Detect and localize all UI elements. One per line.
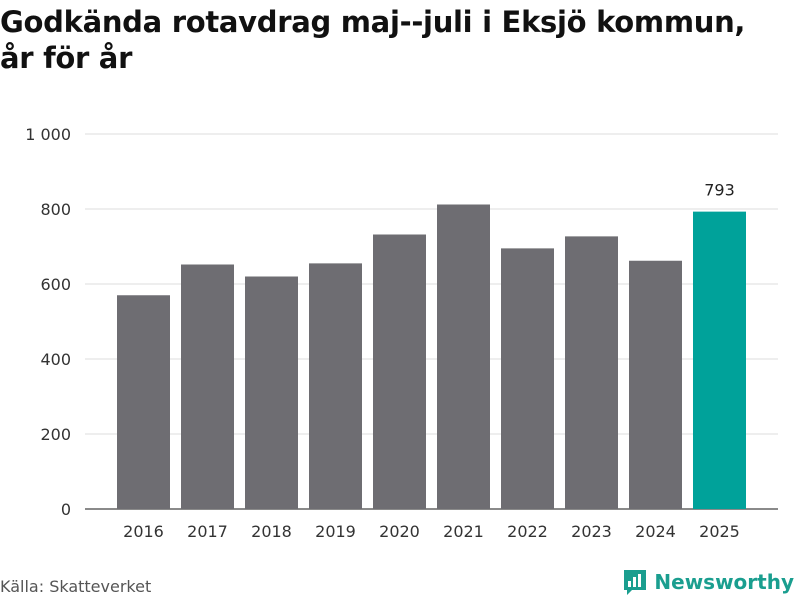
x-tick-label: 2016 [123, 522, 164, 541]
x-tick-label: 2024 [635, 522, 676, 541]
chart-title: Godkända rotavdrag maj--juli i Eksjö kom… [0, 4, 790, 76]
y-tick-label: 400 [40, 350, 71, 369]
bar-2023 [565, 236, 618, 509]
bar-2021 [437, 204, 490, 509]
bar-2019 [309, 263, 362, 509]
x-tick-label: 2018 [251, 522, 292, 541]
y-tick-label: 800 [40, 200, 71, 219]
bars [117, 204, 746, 509]
x-tick-label: 2017 [187, 522, 228, 541]
y-tick-label: 200 [40, 425, 71, 444]
bar-2022 [501, 248, 554, 509]
source-note: Källa: Skatteverket [0, 577, 152, 596]
chart-title-line-2: år för år [0, 41, 133, 75]
x-tick-label: 2023 [571, 522, 612, 541]
y-tick-label: 1 000 [25, 125, 71, 144]
x-axis-ticks: 2016 2017 2018 2019 2020 2021 2022 2023 2024 2025 [123, 522, 740, 541]
data-labels: 793 [704, 181, 735, 200]
chart-title-line-1: Godkända rotavdrag maj--juli i Eksjö kom… [0, 5, 746, 39]
x-tick-label: 2022 [507, 522, 548, 541]
brand-name: Newsworthy [654, 570, 794, 594]
bar-2018 [245, 276, 298, 509]
x-tick-label: 2025 [699, 522, 740, 541]
y-tick-label: 600 [40, 275, 71, 294]
brand-logo[interactable]: Newsworthy [622, 568, 794, 596]
bar-2024 [629, 260, 682, 509]
bar-2017 [181, 264, 234, 509]
y-axis-ticks: 0 200 400 600 800 1 000 [25, 125, 71, 519]
bar-2025 [693, 211, 746, 509]
bar-2020 [373, 234, 426, 509]
x-tick-label: 2020 [379, 522, 420, 541]
data-label-2025: 793 [704, 181, 735, 200]
y-tick-label: 0 [61, 500, 71, 519]
newsworthy-logo-icon [624, 570, 647, 595]
x-tick-label: 2021 [443, 522, 484, 541]
bar-2016 [117, 295, 170, 509]
x-tick-label: 2019 [315, 522, 356, 541]
